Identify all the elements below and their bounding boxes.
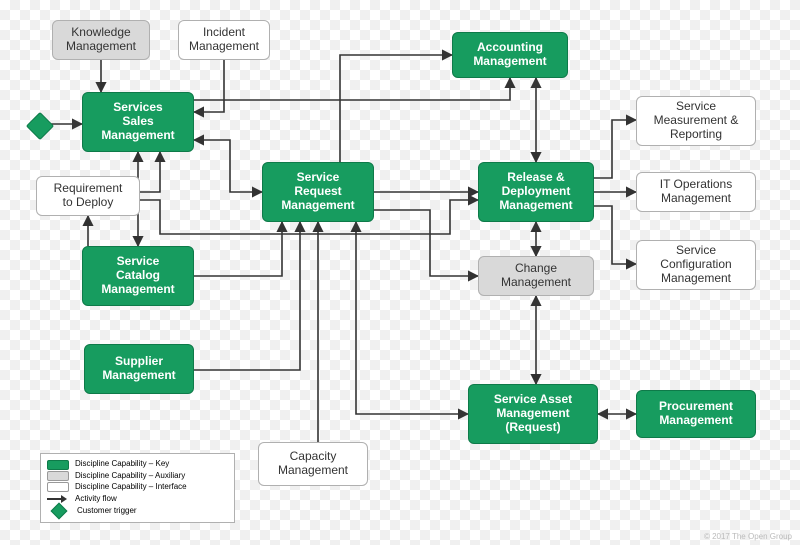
edge-supplier-to-request [194,222,300,370]
node-incident: IncidentManagement [178,20,270,60]
legend-row-arrow: Activity flow [47,494,228,504]
legend-row-diamond: Customer trigger [47,505,228,517]
legend-swatch-intf [47,482,69,492]
legend-label: Activity flow [75,494,117,504]
legend-row-aux: Discipline Capability – Auxiliary [47,471,228,481]
edge-sales-to-accounting [194,78,510,100]
edge-request-to-asset [356,222,468,414]
node-measure: ServiceMeasurement &Reporting [636,96,756,146]
edge-request-to-change [374,210,478,276]
copyright-text: © 2017 The Open Group [704,532,792,541]
node-catalog: ServiceCatalogManagement [82,246,194,306]
node-capacity: CapacityManagement [258,442,368,486]
node-itops: IT OperationsManagement [636,172,756,212]
node-accounting: AccountingManagement [452,32,568,78]
edge-catalog-to-request [194,222,282,276]
legend-row-intf: Discipline Capability – Interface [47,482,228,492]
legend-row-key: Discipline Capability – Key [47,459,228,469]
edge-incident-to-sales [194,60,224,112]
legend-label: Discipline Capability – Auxiliary [75,471,185,481]
edge-release-to-config [594,206,636,264]
edge-release-to-measure [594,120,636,178]
node-procure: ProcurementManagement [636,390,756,438]
legend-box: Discipline Capability – Key Discipline C… [40,453,235,523]
edge-request-to-accounting [340,55,452,162]
edge-reqdeploy-to-sales [140,152,160,192]
node-reqdeploy: Requirementto Deploy [36,176,140,216]
legend-diamond-icon [51,503,68,520]
node-request: ServiceRequestManagement [262,162,374,222]
legend-label: Discipline Capability – Interface [75,482,187,492]
node-sales: ServicesSalesManagement [82,92,194,152]
node-asset: Service AssetManagement(Request) [468,384,598,444]
node-change: ChangeManagement [478,256,594,296]
node-knowledge: KnowledgeManagement [52,20,150,60]
legend-swatch-aux [47,471,69,481]
edge-sales-to-request [194,140,262,192]
node-release: Release &DeploymentManagement [478,162,594,222]
legend-label: Customer trigger [77,506,137,516]
legend-label: Discipline Capability – Key [75,459,169,469]
node-config: ServiceConfigurationManagement [636,240,756,290]
legend-swatch-key [47,460,69,470]
node-supplier: SupplierManagement [84,344,194,394]
